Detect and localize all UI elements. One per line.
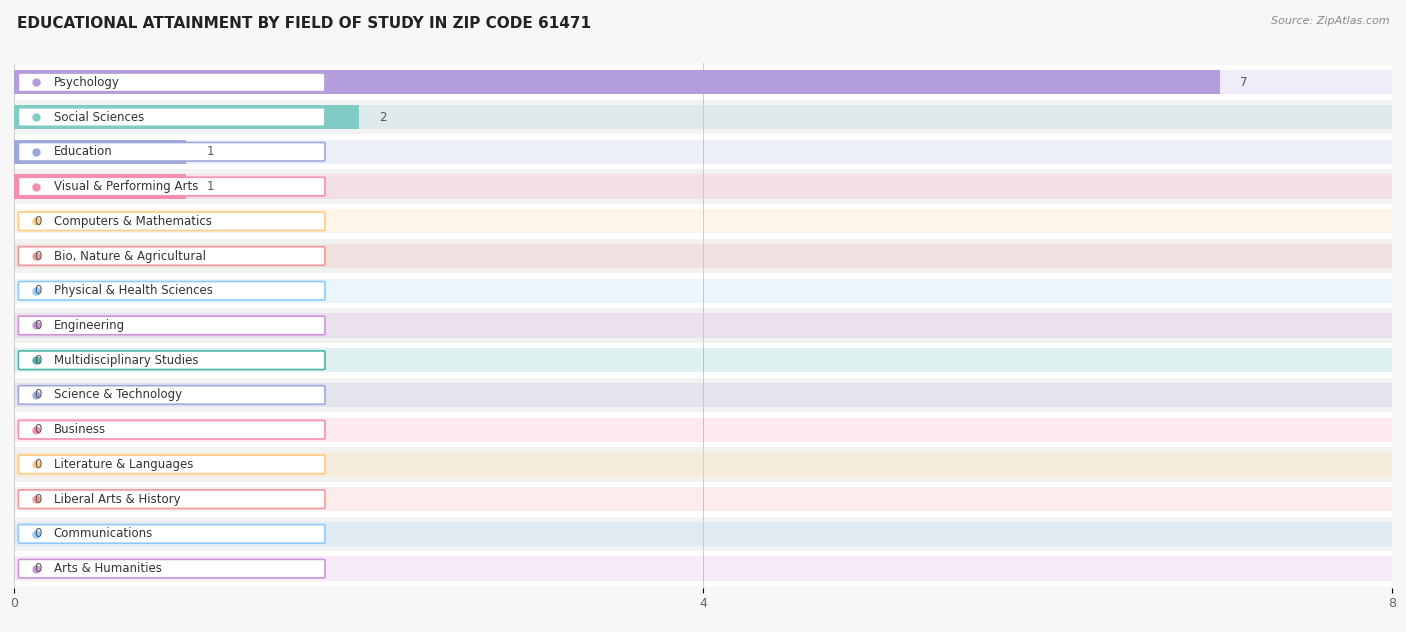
- FancyBboxPatch shape: [18, 212, 325, 231]
- Bar: [14, 343, 1392, 377]
- Bar: [14, 412, 1392, 447]
- FancyBboxPatch shape: [18, 316, 325, 335]
- Bar: [14, 100, 1392, 135]
- Text: Business: Business: [53, 423, 105, 436]
- Text: 0: 0: [35, 458, 42, 471]
- Bar: [14, 516, 1392, 551]
- Bar: [14, 279, 1392, 303]
- Text: Social Sciences: Social Sciences: [53, 111, 143, 123]
- FancyBboxPatch shape: [18, 351, 325, 370]
- Bar: [14, 418, 1392, 442]
- Bar: [14, 383, 1392, 407]
- FancyBboxPatch shape: [18, 177, 325, 196]
- Text: 1: 1: [207, 145, 215, 158]
- Text: EDUCATIONAL ATTAINMENT BY FIELD OF STUDY IN ZIP CODE 61471: EDUCATIONAL ATTAINMENT BY FIELD OF STUDY…: [17, 16, 591, 31]
- Text: 0: 0: [35, 284, 42, 297]
- Bar: [14, 209, 1392, 233]
- Bar: [14, 105, 1392, 129]
- Bar: [14, 244, 1392, 268]
- Bar: [14, 274, 1392, 308]
- Text: 7: 7: [1240, 76, 1249, 89]
- Text: Computers & Mathematics: Computers & Mathematics: [53, 215, 211, 228]
- Bar: [14, 377, 1392, 412]
- Text: 2: 2: [380, 111, 387, 123]
- Text: Multidisciplinary Studies: Multidisciplinary Studies: [53, 354, 198, 367]
- Text: 0: 0: [35, 389, 42, 401]
- Bar: [14, 522, 1392, 546]
- FancyBboxPatch shape: [18, 108, 325, 126]
- Text: Communications: Communications: [53, 528, 153, 540]
- Bar: [14, 313, 1392, 337]
- Bar: [14, 65, 1392, 100]
- Bar: [14, 135, 1392, 169]
- FancyBboxPatch shape: [18, 490, 325, 509]
- FancyBboxPatch shape: [18, 455, 325, 474]
- FancyBboxPatch shape: [18, 246, 325, 265]
- Bar: [14, 551, 1392, 586]
- Bar: [14, 348, 1392, 372]
- Bar: [14, 105, 359, 129]
- Text: Science & Technology: Science & Technology: [53, 389, 181, 401]
- Text: Visual & Performing Arts: Visual & Performing Arts: [53, 180, 198, 193]
- Bar: [14, 70, 1392, 94]
- Text: 0: 0: [35, 354, 42, 367]
- FancyBboxPatch shape: [18, 281, 325, 300]
- Text: Engineering: Engineering: [53, 319, 125, 332]
- FancyBboxPatch shape: [18, 73, 325, 92]
- FancyBboxPatch shape: [18, 386, 325, 404]
- Bar: [14, 70, 1219, 94]
- Text: Education: Education: [53, 145, 112, 158]
- Text: 0: 0: [35, 319, 42, 332]
- Text: 0: 0: [35, 562, 42, 575]
- Text: Source: ZipAtlas.com: Source: ZipAtlas.com: [1271, 16, 1389, 26]
- Bar: [14, 174, 186, 198]
- Bar: [14, 447, 1392, 482]
- Bar: [14, 308, 1392, 343]
- Bar: [14, 169, 1392, 204]
- Bar: [14, 174, 1392, 198]
- Text: Bio, Nature & Agricultural: Bio, Nature & Agricultural: [53, 250, 205, 262]
- FancyBboxPatch shape: [18, 420, 325, 439]
- Bar: [14, 239, 1392, 274]
- Text: Psychology: Psychology: [53, 76, 120, 89]
- Bar: [14, 487, 1392, 511]
- Bar: [14, 204, 1392, 239]
- Text: 0: 0: [35, 215, 42, 228]
- Text: 0: 0: [35, 493, 42, 506]
- Text: Physical & Health Sciences: Physical & Health Sciences: [53, 284, 212, 297]
- Bar: [14, 557, 1392, 581]
- Text: Literature & Languages: Literature & Languages: [53, 458, 193, 471]
- FancyBboxPatch shape: [18, 559, 325, 578]
- FancyBboxPatch shape: [18, 142, 325, 161]
- Text: 1: 1: [207, 180, 215, 193]
- Bar: [14, 140, 1392, 164]
- Bar: [14, 453, 1392, 477]
- Text: Liberal Arts & History: Liberal Arts & History: [53, 493, 180, 506]
- Text: 0: 0: [35, 423, 42, 436]
- Text: 0: 0: [35, 528, 42, 540]
- Text: 0: 0: [35, 250, 42, 262]
- Bar: [14, 482, 1392, 516]
- FancyBboxPatch shape: [18, 525, 325, 543]
- Text: Arts & Humanities: Arts & Humanities: [53, 562, 162, 575]
- Bar: [14, 140, 186, 164]
